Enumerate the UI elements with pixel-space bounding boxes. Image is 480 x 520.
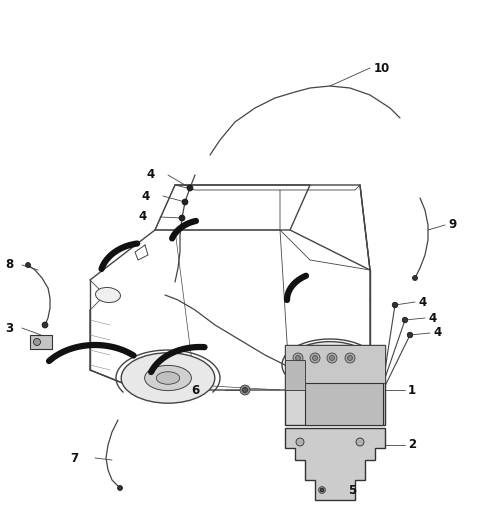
Circle shape (240, 385, 250, 395)
Text: 8: 8 (5, 258, 13, 271)
Circle shape (312, 356, 317, 360)
Ellipse shape (156, 372, 180, 384)
Text: 4: 4 (428, 311, 436, 324)
Text: 4: 4 (418, 295, 426, 308)
Circle shape (179, 215, 185, 221)
Circle shape (34, 339, 40, 345)
Text: 4: 4 (141, 189, 149, 202)
Circle shape (320, 488, 324, 492)
Circle shape (42, 322, 48, 328)
Ellipse shape (287, 342, 373, 388)
Circle shape (296, 438, 304, 446)
Circle shape (402, 317, 408, 323)
Circle shape (182, 199, 188, 205)
Circle shape (319, 487, 325, 493)
FancyBboxPatch shape (285, 345, 385, 425)
FancyBboxPatch shape (305, 383, 383, 425)
Circle shape (242, 387, 248, 393)
FancyBboxPatch shape (285, 345, 385, 383)
Text: 4: 4 (138, 211, 146, 224)
Circle shape (412, 276, 418, 280)
Ellipse shape (96, 288, 120, 303)
Circle shape (118, 486, 122, 490)
Circle shape (392, 302, 398, 308)
Text: 6: 6 (192, 384, 200, 396)
Text: 4: 4 (146, 168, 154, 181)
Circle shape (310, 353, 320, 363)
Circle shape (25, 263, 31, 267)
Circle shape (296, 356, 300, 360)
Polygon shape (285, 428, 385, 500)
Text: 9: 9 (448, 218, 456, 231)
Circle shape (327, 353, 337, 363)
FancyBboxPatch shape (285, 360, 305, 390)
FancyBboxPatch shape (30, 335, 52, 349)
Circle shape (356, 438, 364, 446)
Circle shape (407, 332, 413, 338)
Circle shape (329, 356, 335, 360)
Ellipse shape (308, 353, 351, 376)
Text: 1: 1 (408, 384, 416, 396)
Text: 7: 7 (70, 451, 78, 464)
Circle shape (345, 353, 355, 363)
Text: 3: 3 (5, 321, 13, 334)
Ellipse shape (121, 353, 215, 403)
Ellipse shape (319, 359, 341, 371)
Text: 5: 5 (348, 484, 356, 497)
Text: 4: 4 (433, 327, 441, 340)
Ellipse shape (144, 366, 192, 391)
Text: 2: 2 (408, 438, 416, 451)
Circle shape (348, 356, 352, 360)
Text: 10: 10 (374, 61, 390, 74)
Circle shape (293, 353, 303, 363)
Circle shape (187, 185, 193, 191)
